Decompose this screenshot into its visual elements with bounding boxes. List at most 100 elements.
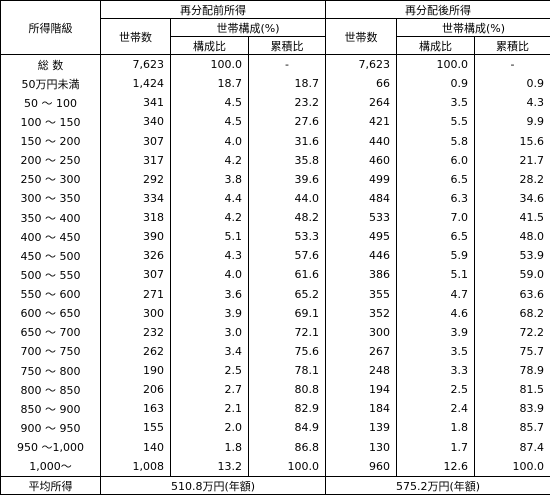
before-households-cell: 1,008: [100, 456, 171, 477]
after-cumulative-cell: 0.9: [474, 74, 550, 94]
before-ratio-cell: 4.3: [170, 246, 249, 266]
after-ratio-cell: 4.7: [396, 284, 476, 304]
before-cumulative-cell: 100.0: [247, 456, 327, 477]
after-composition-header: 世帯構成(%): [396, 18, 550, 37]
before-ratio-cell: 100.0: [170, 54, 249, 75]
income-class-cell: 150 ～ 200: [0, 131, 101, 151]
before-ratio-cell: 3.8: [170, 169, 249, 189]
before-cumulative-cell: 18.7: [247, 74, 327, 94]
before-cumulative-cell: 23.2: [247, 93, 327, 113]
after-cumulative-cell: 4.3: [474, 93, 550, 113]
before-ratio-cell: 4.5: [170, 93, 249, 113]
after-households-cell: 130: [325, 437, 398, 457]
after-ratio-cell: 6.3: [396, 188, 476, 209]
table-row: 600 ～ 650 300 3.9 69.1 352 4.6 68.2: [0, 303, 550, 323]
after-households-cell: 139: [325, 418, 398, 438]
before-ratio-cell: 3.9: [170, 303, 249, 323]
table-row: 350 ～ 400 318 4.2 48.2 533 7.0 41.5: [0, 208, 550, 228]
after-cumulative-cell: 59.0: [474, 265, 550, 285]
income-class-cell: 総 数: [0, 54, 101, 75]
before-cumulative-cell: 31.6: [247, 131, 327, 151]
before-ratio-cell: 3.4: [170, 341, 249, 362]
after-ratio-cell: 3.5: [396, 93, 476, 113]
before-households-cell: 7,623: [100, 54, 171, 75]
after-households-cell: 7,623: [325, 54, 398, 75]
after-cumulative-cell: -: [474, 54, 550, 75]
income-class-cell: 800 ～ 850: [0, 380, 101, 400]
after-cumulative-cell: 34.6: [474, 188, 550, 209]
income-class-cell: 700 ～ 750: [0, 341, 101, 362]
after-ratio-cell: 3.9: [396, 322, 476, 342]
before-households-cell: 190: [100, 361, 171, 381]
before-households-cell: 334: [100, 188, 171, 209]
before-households-cell: 340: [100, 112, 171, 132]
table-header: 所得階級 再分配前所得 再分配後所得 世帯数 世帯構成(%) 世帯数 世帯構成(…: [0, 0, 550, 55]
before-cumulative-cell: 72.1: [247, 322, 327, 342]
after-ratio-cell: 5.8: [396, 131, 476, 151]
after-households-cell: 352: [325, 303, 398, 323]
before-households-cell: 292: [100, 169, 171, 189]
before-cumulative-cell: 80.8: [247, 380, 327, 400]
before-ratio-cell: 4.0: [170, 265, 249, 285]
after-ratio-cell: 1.7: [396, 437, 476, 457]
table-body: 総 数 7,623 100.0-7,623 100.0-50万円未満 1,424 18.7…: [0, 54, 550, 477]
before-ratio-header: 構成比: [170, 36, 249, 55]
after-cumulative-cell: 48.0: [474, 227, 550, 247]
income-class-cell: 750 ～ 800: [0, 361, 101, 381]
after-households-cell: 194: [325, 380, 398, 400]
before-cumulative-cell: -: [247, 54, 327, 75]
after-households-cell: 495: [325, 227, 398, 247]
after-cumulative-cell: 63.6: [474, 284, 550, 304]
before-households-cell: 155: [100, 418, 171, 438]
before-ratio-cell: 18.7: [170, 74, 249, 94]
before-ratio-cell: 5.1: [170, 227, 249, 247]
income-class-cell: 900 ～ 950: [0, 418, 101, 438]
after-cumulative-cell: 85.7: [474, 418, 550, 438]
table-row: 400 ～ 450 390 5.1 53.3 495 6.5 48.0: [0, 227, 550, 247]
income-class-cell: 450 ～ 500: [0, 246, 101, 266]
after-households-cell: 960: [325, 456, 398, 477]
before-ratio-cell: 2.0: [170, 418, 249, 438]
after-cumulative-cell: 100.0: [474, 456, 550, 477]
before-ratio-cell: 1.8: [170, 437, 249, 457]
before-households-cell: 262: [100, 341, 171, 362]
after-cumulative-cell: 75.7: [474, 341, 550, 362]
after-ratio-cell: 2.4: [396, 399, 476, 419]
before-redistribution-header: 再分配前所得: [99, 0, 327, 19]
table-row: 総 数 7,623 100.0-7,623 100.0-: [0, 54, 550, 75]
table-row: 500 ～ 550 307 4.0 61.6 386 5.1 59.0: [0, 265, 550, 285]
before-cumulative-cell: 78.1: [247, 361, 327, 381]
after-ratio-header: 構成比: [396, 36, 476, 55]
after-households-cell: 184: [325, 399, 398, 419]
before-households-cell: 307: [100, 265, 171, 285]
before-average-income: 510.8万円(年額): [99, 476, 327, 495]
after-households-header: 世帯数: [325, 18, 398, 55]
income-class-cell: 550 ～ 600: [0, 284, 101, 304]
before-ratio-cell: 2.1: [170, 399, 249, 419]
after-cumulative-cell: 68.2: [474, 303, 550, 323]
table-row: 900 ～ 950 155 2.0 84.9 139 1.8 85.7: [0, 418, 550, 438]
before-composition-header: 世帯構成(%): [169, 18, 327, 37]
after-cumulative-cell: 9.9: [474, 112, 550, 132]
after-ratio-cell: 3.3: [396, 361, 476, 381]
table-footer: 平均所得 510.8万円(年額) 575.2万円(年額): [0, 476, 550, 495]
table-row: 300 ～ 350 334 4.4 44.0 484 6.3 34.6: [0, 188, 550, 209]
table-row: 700 ～ 750 262 3.4 75.6 267 3.5 75.7: [0, 341, 550, 362]
table-row: 650 ～ 700 232 3.0 72.1 300 3.9 72.2: [0, 322, 550, 342]
income-class-cell: 100 ～ 150: [0, 112, 101, 132]
table-row: 800 ～ 850 206 2.7 80.8 194 2.5 81.5: [0, 380, 550, 400]
table-row: 50万円未満 1,424 18.7 18.7 66 0.9 0.9: [0, 74, 550, 94]
income-class-cell: 50万円未満: [0, 74, 101, 94]
after-cumulative-cell: 83.9: [474, 399, 550, 419]
after-cumulative-cell: 81.5: [474, 380, 550, 400]
after-ratio-cell: 100.0: [396, 54, 476, 75]
table-row: 250 ～ 300 292 3.8 39.6 499 6.5 28.2: [0, 169, 550, 189]
after-households-cell: 484: [325, 188, 398, 209]
after-ratio-cell: 6.5: [396, 227, 476, 247]
income-class-cell: 500 ～ 550: [0, 265, 101, 285]
before-cumulative-cell: 35.8: [247, 150, 327, 170]
before-households-cell: 271: [100, 284, 171, 304]
income-class-header: 所得階級: [0, 0, 101, 55]
before-ratio-cell: 2.7: [170, 380, 249, 400]
before-ratio-cell: 4.2: [170, 208, 249, 228]
